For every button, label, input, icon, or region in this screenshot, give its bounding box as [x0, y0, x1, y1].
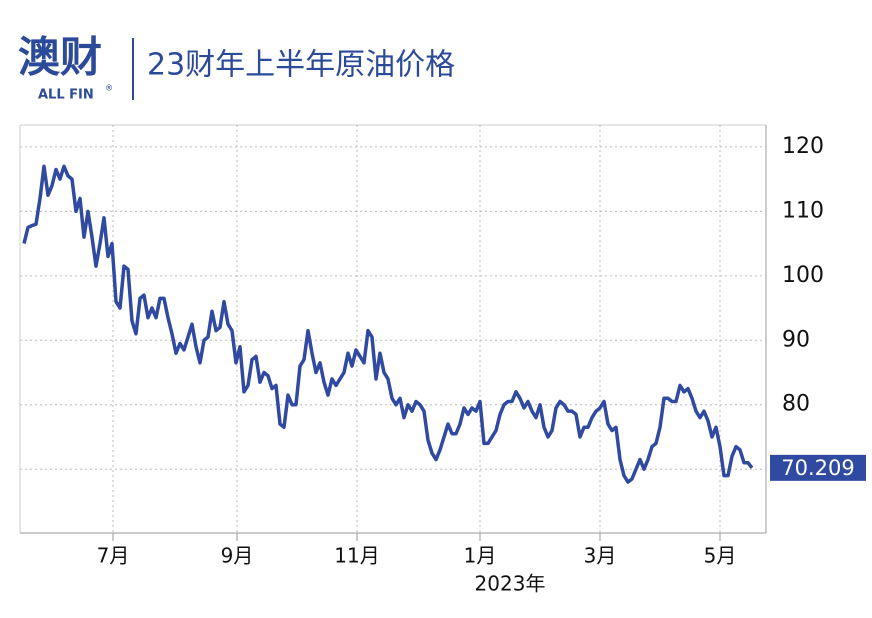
year-label: 2023年 — [475, 572, 546, 596]
price-line — [22, 164, 754, 484]
logo-mark: ® — [105, 84, 113, 93]
x-tick-label: 5月 — [704, 544, 737, 568]
x-tick-label: 7月 — [97, 544, 130, 568]
logo-name: 澳财 — [18, 33, 102, 82]
y-tick-label: 90 — [782, 327, 810, 352]
logo-sub: ALL FIN — [38, 88, 94, 103]
x-tick-label: 11月 — [334, 544, 379, 568]
y-tick-label: 100 — [782, 263, 824, 288]
last-value-box — [770, 454, 866, 481]
x-tick-label: 1月 — [464, 544, 497, 568]
x-tick-label: 3月 — [584, 544, 617, 568]
y-tick-label: 110 — [782, 198, 824, 223]
last-value-label: 70.209 — [781, 456, 854, 480]
y-tick-label: 80 — [782, 392, 810, 417]
x-tick-label: 9月 — [221, 544, 254, 568]
y-tick-label: 120 — [782, 134, 824, 159]
chart-title: 23财年上半年原油价格 — [147, 48, 455, 83]
